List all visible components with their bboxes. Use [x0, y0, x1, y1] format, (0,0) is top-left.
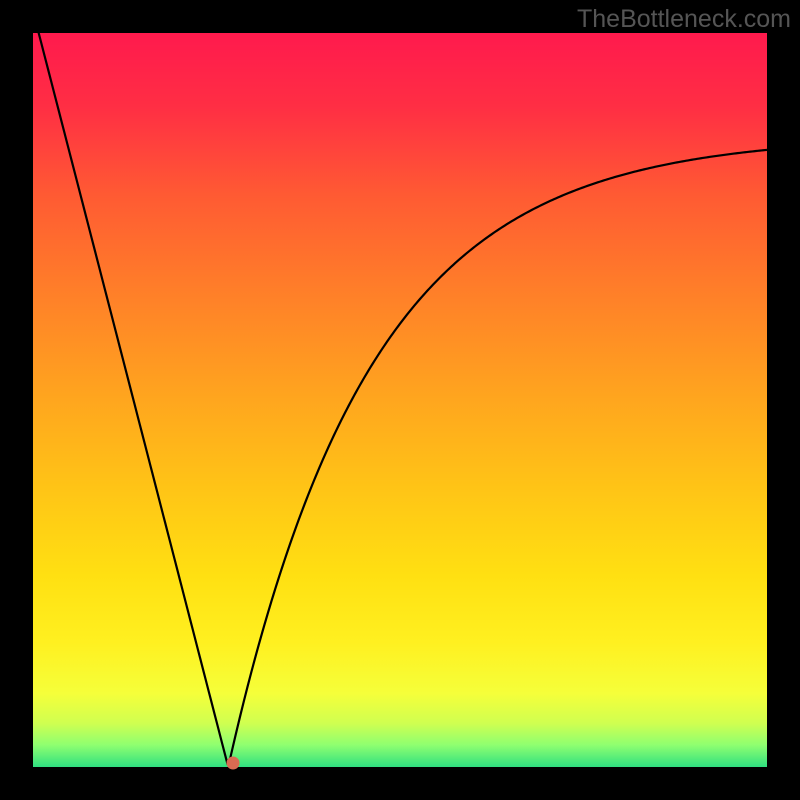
minimum-marker-dot [226, 756, 239, 769]
watermark-label: TheBottleneck.com [577, 5, 791, 34]
chart-frame: TheBottleneck.com [0, 0, 800, 800]
bottleneck-curve [33, 33, 767, 767]
plot-area [33, 33, 767, 767]
curve-path [33, 33, 767, 764]
